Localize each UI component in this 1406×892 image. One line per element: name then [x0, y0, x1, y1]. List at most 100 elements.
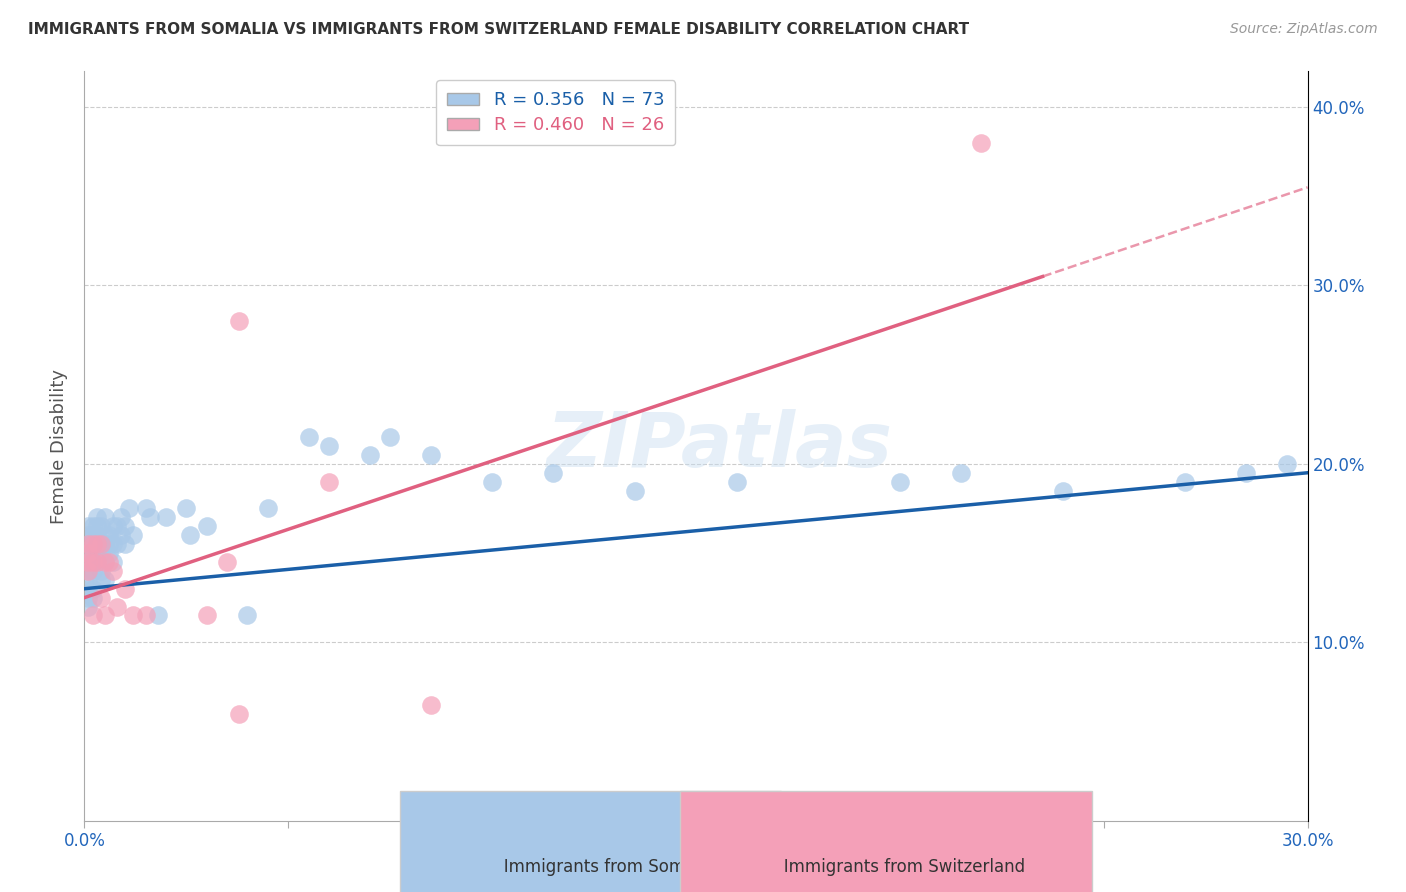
Point: [135, 608, 157, 623]
Point: [970, 136, 993, 150]
Point: [86, 555, 108, 569]
Point: [122, 608, 145, 623]
Point: [217, 555, 239, 569]
Point: [114, 582, 136, 596]
Point: [90, 591, 112, 605]
Point: [97, 528, 120, 542]
Point: [101, 564, 124, 578]
Point: [101, 519, 124, 533]
Point: [90, 537, 112, 551]
Legend: R = 0.356   N = 73, R = 0.460   N = 26: R = 0.356 N = 73, R = 0.460 N = 26: [436, 80, 675, 145]
Point: [359, 448, 381, 462]
Point: [105, 519, 128, 533]
Point: [82, 519, 104, 533]
Point: [1236, 466, 1258, 480]
Point: [93, 555, 115, 569]
Point: [105, 537, 128, 551]
Point: [82, 537, 104, 551]
Text: Immigrants from Switzerland: Immigrants from Switzerland: [747, 858, 1025, 876]
Point: [77, 582, 100, 596]
Point: [481, 475, 503, 489]
Point: [257, 501, 280, 516]
Point: [114, 519, 136, 533]
Point: [298, 430, 321, 444]
Point: [77, 555, 100, 569]
Text: Source: ZipAtlas.com: Source: ZipAtlas.com: [1230, 22, 1378, 37]
Point: [1052, 483, 1074, 498]
Text: Immigrants from Somalia: Immigrants from Somalia: [467, 858, 714, 876]
Point: [82, 608, 104, 623]
Point: [86, 537, 108, 551]
Point: [90, 546, 112, 560]
Point: [135, 501, 157, 516]
Point: [77, 573, 100, 587]
Point: [77, 555, 100, 569]
Point: [420, 448, 443, 462]
Point: [86, 555, 108, 569]
Point: [138, 510, 160, 524]
Point: [82, 555, 104, 569]
Point: [228, 314, 250, 328]
Point: [889, 475, 911, 489]
Point: [725, 475, 748, 489]
Point: [93, 555, 115, 569]
Point: [77, 599, 100, 614]
Point: [101, 537, 124, 551]
Point: [86, 528, 108, 542]
Point: [122, 528, 145, 542]
Point: [77, 546, 100, 560]
Point: [90, 564, 112, 578]
Point: [97, 555, 120, 569]
Point: [77, 564, 100, 578]
Point: [97, 537, 120, 551]
Point: [97, 546, 120, 560]
Point: [90, 519, 112, 533]
Point: [1174, 475, 1197, 489]
Point: [624, 483, 647, 498]
Point: [86, 510, 108, 524]
Point: [77, 546, 100, 560]
Point: [118, 501, 141, 516]
Point: [86, 546, 108, 560]
Point: [146, 608, 169, 623]
Point: [82, 537, 104, 551]
Point: [110, 528, 132, 542]
Point: [93, 510, 115, 524]
Point: [380, 430, 402, 444]
Point: [420, 698, 443, 712]
Point: [114, 537, 136, 551]
Point: [1277, 457, 1299, 471]
Point: [543, 466, 565, 480]
Point: [82, 555, 104, 569]
Point: [90, 573, 112, 587]
Point: [82, 591, 104, 605]
Point: [318, 439, 340, 453]
Point: [174, 501, 197, 516]
Point: [82, 528, 104, 542]
Point: [82, 582, 104, 596]
Point: [82, 564, 104, 578]
Point: [195, 519, 218, 533]
Point: [77, 537, 100, 551]
Point: [77, 591, 100, 605]
Point: [105, 599, 128, 614]
Point: [110, 510, 132, 524]
Point: [195, 608, 218, 623]
Text: ZIPatlas: ZIPatlas: [547, 409, 893, 483]
Text: IMMIGRANTS FROM SOMALIA VS IMMIGRANTS FROM SWITZERLAND FEMALE DISABILITY CORRELA: IMMIGRANTS FROM SOMALIA VS IMMIGRANTS FR…: [28, 22, 969, 37]
Point: [82, 546, 104, 560]
Point: [950, 466, 973, 480]
Point: [318, 475, 340, 489]
Point: [93, 608, 115, 623]
Point: [101, 555, 124, 569]
Point: [236, 608, 259, 623]
Point: [86, 519, 108, 533]
Point: [77, 528, 100, 542]
Point: [155, 510, 177, 524]
Point: [77, 537, 100, 551]
Point: [93, 537, 115, 551]
Point: [90, 537, 112, 551]
Point: [93, 573, 115, 587]
Point: [179, 528, 201, 542]
Point: [86, 537, 108, 551]
